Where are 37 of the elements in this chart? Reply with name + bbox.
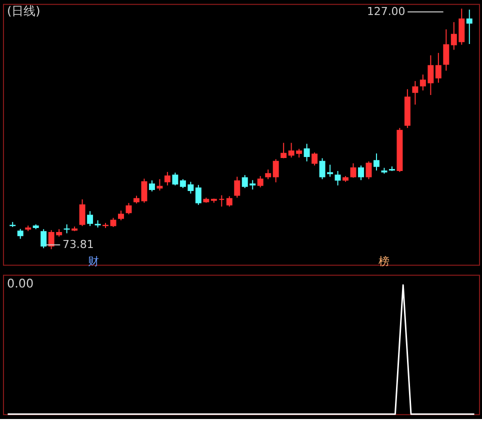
candlestick bbox=[17, 228, 24, 240]
candlestick bbox=[334, 170, 341, 186]
candlestick bbox=[218, 194, 225, 208]
text: 财 bbox=[88, 254, 99, 268]
candlestick bbox=[466, 9, 472, 45]
candlestick bbox=[195, 184, 202, 206]
candlestick bbox=[257, 176, 264, 188]
candlestick bbox=[234, 176, 240, 198]
candlestick bbox=[79, 198, 86, 227]
text: 榜 bbox=[378, 254, 390, 268]
candlestick bbox=[350, 162, 356, 178]
candlestick bbox=[226, 196, 232, 208]
candlestick bbox=[412, 80, 418, 106]
candlestick bbox=[164, 171, 170, 186]
candlestick bbox=[126, 202, 132, 215]
candlestick bbox=[272, 158, 279, 183]
annotation: 127.00 bbox=[366, 4, 406, 18]
candlestick bbox=[373, 152, 380, 172]
candlestick bbox=[366, 160, 372, 180]
chart-title: (日线) bbox=[6, 4, 40, 18]
chart-title: 0.00 bbox=[6, 276, 34, 291]
candlestick bbox=[118, 210, 124, 221]
candlestick bbox=[156, 178, 163, 191]
candlestick bbox=[312, 152, 318, 166]
candlestick bbox=[280, 142, 287, 159]
candlestick bbox=[265, 169, 272, 180]
candlestick bbox=[110, 217, 116, 228]
candlestick bbox=[304, 143, 310, 162]
candlestick bbox=[443, 28, 450, 72]
candlestick bbox=[87, 210, 94, 227]
candlestick bbox=[172, 172, 178, 186]
candlestick bbox=[148, 180, 155, 192]
annotation: 73.81 bbox=[62, 238, 94, 251]
candlestick bbox=[358, 164, 364, 181]
candlestick bbox=[40, 228, 47, 249]
candlestick bbox=[435, 52, 442, 84]
candlestick bbox=[64, 224, 70, 234]
